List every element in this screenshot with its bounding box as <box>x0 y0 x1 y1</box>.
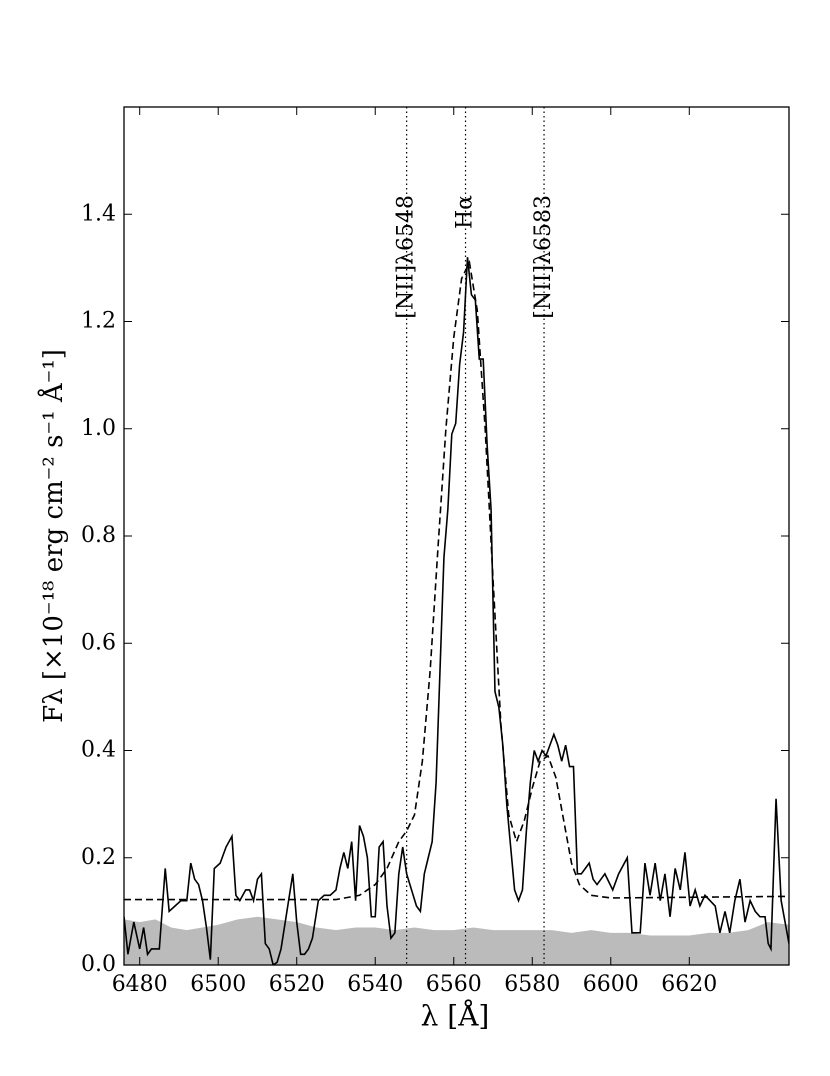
error-band <box>124 916 789 965</box>
y-tick-label: 1.0 <box>81 416 116 441</box>
x-axis-label: λ [Å] <box>421 1000 490 1033</box>
y-tick-label: 1.2 <box>81 309 116 334</box>
y-tick-label: 0.6 <box>81 630 116 655</box>
line-label: [NII]λ6583 <box>531 195 556 319</box>
y-tick-label: 0.8 <box>81 523 116 548</box>
y-tick-label: 0.2 <box>81 845 116 870</box>
x-tick-label: 6620 <box>661 972 717 997</box>
x-tick-label: 6600 <box>583 972 639 997</box>
plot-area <box>124 257 789 965</box>
x-tick-label: 6500 <box>190 972 246 997</box>
x-tick-label: 6560 <box>426 972 482 997</box>
x-tick-label: 6520 <box>269 972 325 997</box>
x-tick-label: 6480 <box>112 972 168 997</box>
spectrum-line <box>124 257 789 965</box>
y-tick-label: 0.0 <box>81 952 116 977</box>
x-tick-label: 6540 <box>347 972 403 997</box>
y-tick-label: 0.4 <box>81 738 116 763</box>
y-axis-label: Fλ [×10⁻¹⁸ erg cm⁻² s⁻¹ Å⁻¹] <box>37 349 69 723</box>
x-tick-label: 6580 <box>504 972 560 997</box>
line-label: Hα <box>453 195 478 229</box>
line-label: [NII]λ6548 <box>394 195 419 319</box>
y-tick-label: 1.4 <box>81 201 116 226</box>
